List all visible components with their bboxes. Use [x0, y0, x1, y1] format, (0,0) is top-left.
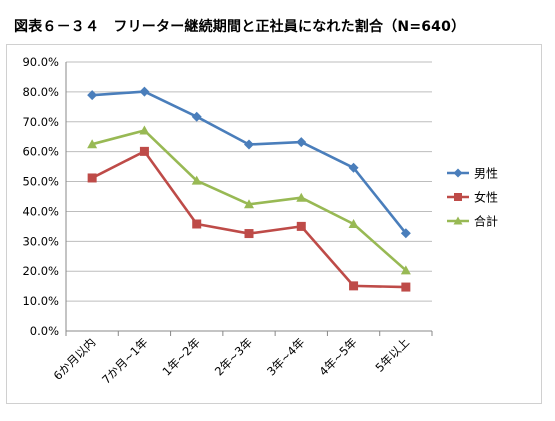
y-tick-label: 20.0% — [22, 264, 59, 278]
data-point-0-4 — [296, 137, 307, 148]
y-tick-label: 90.0% — [22, 55, 59, 69]
data-point-0-3 — [244, 139, 254, 150]
data-point-1-3 — [244, 229, 254, 239]
series-line-0 — [92, 90, 407, 235]
legend-marker — [453, 216, 463, 225]
y-tick-label: 80.0% — [22, 85, 59, 99]
legend-marker — [454, 193, 462, 201]
x-category-label: 1年~2年 — [160, 335, 203, 378]
data-point-2-2 — [191, 175, 202, 185]
data-point-1-0 — [87, 173, 97, 183]
y-tick-label: 40.0% — [22, 204, 59, 218]
data-point-1-1 — [139, 146, 149, 156]
data-point-2-0 — [87, 139, 98, 149]
data-point-0-6 — [400, 228, 411, 239]
legend-label: 合計 — [474, 214, 498, 229]
y-tick-label: 10.0% — [22, 294, 59, 308]
legend-label: 女性 — [474, 190, 498, 205]
legend-marker — [453, 168, 463, 178]
data-point-1-5 — [349, 281, 359, 291]
y-tick-label: 70.0% — [22, 115, 59, 129]
y-tick-label: 30.0% — [22, 234, 59, 248]
figure-title: 図表６－３４ フリーター継続期間と正社員になれた割合（N=640） — [14, 19, 466, 35]
x-category-label: 2年~3年 — [212, 335, 255, 378]
data-point-2-1 — [139, 125, 150, 135]
data-point-2-3 — [244, 199, 254, 209]
data-point-1-6 — [401, 282, 411, 292]
data-point-0-5 — [348, 162, 359, 173]
x-category-label: 4年~5年 — [316, 335, 359, 378]
data-point-2-4 — [296, 192, 307, 202]
data-point-1-2 — [192, 219, 202, 229]
data-point-2-6 — [400, 265, 411, 275]
chart-frame — [6, 44, 542, 404]
x-category-label: 6か月以内 — [51, 335, 99, 383]
series-line-1 — [91, 150, 406, 289]
data-point-2-5 — [348, 218, 359, 228]
x-category-label: 7か月~1年 — [99, 335, 150, 386]
data-point-0-0 — [87, 90, 98, 101]
data-point-1-4 — [296, 221, 306, 231]
x-category-label: 5年以上 — [373, 335, 412, 374]
x-category-label: 3年~4年 — [264, 335, 307, 378]
legend-label: 男性 — [474, 167, 498, 181]
data-point-0-2 — [191, 111, 202, 122]
y-tick-label: 50.0% — [22, 175, 59, 189]
y-tick-label: 0.0% — [30, 324, 59, 338]
y-tick-label: 60.0% — [22, 145, 59, 159]
data-point-0-1 — [139, 86, 150, 97]
